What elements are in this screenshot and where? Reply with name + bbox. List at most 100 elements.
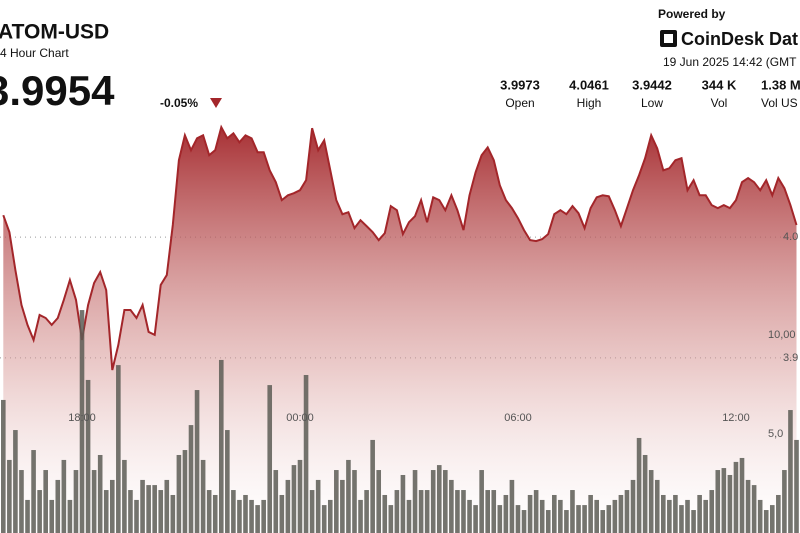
volume-bar [660,494,666,533]
stat-label: Vol US [761,96,798,110]
volume-bar [509,479,515,533]
volume-bar [497,505,503,533]
volume-bar [552,494,557,533]
volume-bar [73,470,79,533]
volume-bar [67,499,73,533]
volume-bar [255,505,260,533]
volume-bar [503,494,509,533]
volume-bar [727,474,733,533]
volume-bar [479,470,484,533]
volume-bar [624,490,630,533]
volume-bar [303,374,309,533]
change: -0.05% [160,96,198,110]
volume-bar [225,430,230,533]
volume-bar [418,490,424,533]
stats: 3.9973 Open 4.0461 High 3.9442 Low 344 K Vol 1.3… [500,77,800,110]
volume-bar [788,410,793,533]
volume-bar [424,490,430,533]
plot-area: 4.0 3.9 10,00 5,0 18:00 00:00 06:00 12:00 [0,124,800,533]
volume-bar [757,499,763,533]
volume-bar [37,490,42,533]
volume-bar [691,510,696,533]
volume-bar [406,499,412,533]
volume-bar [436,465,442,533]
volume-bar [231,490,236,533]
volume-bar [7,459,12,533]
volume-bar [545,510,551,533]
volume-bar [564,510,569,533]
volume-bar [103,490,109,533]
volume-bar [400,474,406,533]
stat-value: 1.38 M [761,77,800,92]
volume-bar [751,485,757,533]
stat-label: Open [505,96,534,110]
volume-bar [636,437,642,533]
volume-bar [794,439,799,533]
volume-bar [25,499,30,533]
volume-bar [212,494,218,533]
title: ATOM-USD [0,21,109,44]
volume-bar [630,479,636,533]
stat-value: 4.0461 [569,77,609,92]
subtitle: 4 Hour Chart [0,46,69,60]
down-arrow [210,98,222,108]
volume-bar [49,499,55,533]
price-line [2,124,798,371]
volume-bar [152,485,157,533]
volume-bar [594,499,599,533]
volume-bar [394,490,400,533]
volume-bar [697,494,702,533]
stat-label: Vol [711,96,728,110]
volume-bar [140,479,145,533]
volume-bar [194,390,200,533]
volume-bar [673,494,678,533]
volume-bar [412,470,418,533]
volume-bar [654,479,660,533]
volume-bar [376,470,382,533]
volume-bar [455,490,460,533]
y-tick-label: 3.9 [783,352,798,364]
volume-bar [346,459,351,533]
volume-bar [443,470,448,533]
volume-bar [237,499,242,533]
timestamp: 19 Jun 2025 14:42 (GMT [663,55,797,69]
volume-bar [763,510,769,533]
volume-bar [358,499,363,533]
volume-bar [315,479,321,533]
volume-bar [128,490,133,533]
volume-bar [321,505,327,533]
volume-bar [13,430,18,533]
volume-bar [85,379,91,533]
volume-bar [200,459,206,533]
volume-bar [218,359,224,533]
volume-bar [1,399,6,533]
volume-bar [449,479,454,533]
volume-bar [642,454,648,533]
volume-bar [588,494,593,533]
x-tick-label: 06:00 [504,412,532,424]
volume-bar [243,494,248,533]
volume-bar [309,490,315,533]
volume-bar [570,490,575,533]
volume-bar [461,490,466,533]
volume-bar [382,494,388,533]
volume-bar [782,470,787,533]
volume-bar [188,425,194,533]
volume-bar [533,490,539,533]
volume-bar [352,470,357,533]
y-tick-label: 4.0 [783,231,798,243]
volume-bar [539,499,545,533]
volume-bar [709,490,715,533]
price-area [3,127,797,533]
volume-bar [473,505,478,533]
volume-bar [576,505,581,533]
powered-by: Powered by [658,7,726,21]
volume-bar [261,499,266,533]
volume-bar [739,457,745,533]
volume-bar [134,499,139,533]
volume-bar [721,468,727,533]
volume-bar [164,479,170,533]
volume-bar [527,494,533,533]
